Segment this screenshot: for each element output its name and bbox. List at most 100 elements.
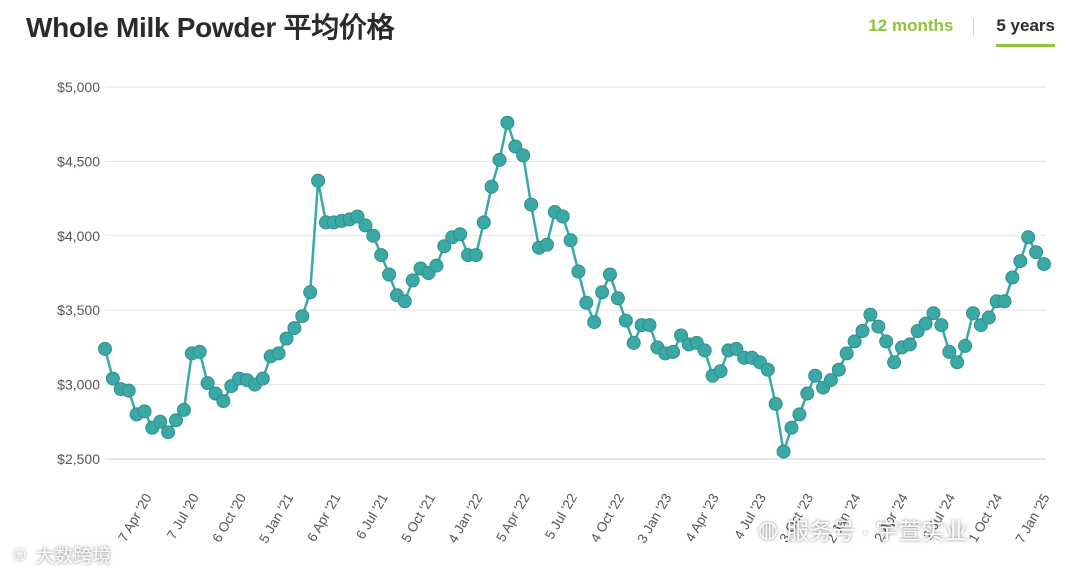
data-point[interactable] [626,335,641,350]
data-point[interactable] [311,173,326,188]
tab-12-months[interactable]: 12 months [868,16,954,35]
series-points [98,115,1051,459]
page-title: Whole Milk Powder 平均价格 [26,12,395,43]
data-point[interactable] [437,239,452,254]
data-point[interactable] [287,321,302,336]
data-point[interactable] [1013,254,1028,269]
data-point[interactable] [595,285,610,300]
wechat-icon: ◍ [758,515,779,542]
data-point[interactable] [121,383,136,398]
data-point[interactable] [839,346,854,361]
data-point[interactable] [453,227,468,242]
data-point[interactable] [674,328,688,343]
data-point[interactable] [871,319,886,334]
data-point[interactable] [295,309,310,324]
data-point[interactable] [98,341,112,356]
data-point[interactable] [303,285,318,300]
data-point[interactable] [492,152,507,167]
data-point[interactable] [358,218,373,233]
data-point[interactable] [366,228,381,243]
data-point[interactable] [571,264,586,279]
data-point[interactable] [405,273,420,288]
data-point[interactable] [950,355,965,370]
tab-5-years[interactable]: 5 years [996,16,1055,47]
data-point[interactable] [666,344,681,359]
data-point[interactable] [516,148,531,163]
data-point[interactable] [863,307,878,322]
data-point[interactable] [855,324,870,338]
data-point[interactable] [382,267,397,282]
data-point[interactable] [713,364,728,379]
data-point[interactable] [784,420,799,435]
watermark-logo-icon: ☺ [10,543,30,565]
data-point[interactable] [137,404,152,419]
data-point[interactable] [847,334,862,349]
data-point[interactable] [618,313,633,328]
data-point[interactable] [563,233,578,248]
data-point[interactable] [476,215,491,230]
data-point[interactable] [934,318,949,333]
data-point[interactable] [1021,230,1036,245]
x-tick-label: 4 Jan '22 [445,491,485,546]
y-axis-ticks: $2,500 $3,000 $3,500 $4,000 $4,500 $5,000 [57,79,100,467]
data-point[interactable] [958,338,973,353]
data-point[interactable] [792,407,807,422]
data-point[interactable] [1005,270,1020,285]
data-point[interactable] [587,315,602,330]
tab-divider [973,18,975,36]
data-point[interactable] [200,376,215,391]
data-point[interactable] [555,209,570,224]
data-point[interactable] [279,331,294,346]
x-tick-label: 7 Apr '20 [115,491,154,544]
x-tick-label: 4 Oct '22 [587,491,627,545]
data-point[interactable] [216,394,231,408]
data-point[interactable] [271,346,286,361]
data-point[interactable] [800,386,815,401]
data-point[interactable] [887,355,902,370]
data-point[interactable] [484,179,499,194]
data-point[interactable] [997,294,1012,309]
data-point[interactable] [255,371,270,386]
data-point[interactable] [760,362,775,377]
data-point[interactable] [823,373,838,388]
data-point[interactable] [161,425,176,440]
data-point[interactable] [918,316,933,331]
data-point[interactable] [831,362,846,377]
data-point[interactable] [397,294,412,309]
data-point[interactable] [508,139,523,154]
data-point[interactable] [1029,245,1044,260]
x-tick-label: 6 Apr '21 [304,491,343,544]
data-point[interactable] [176,402,191,417]
data-point[interactable] [808,368,823,383]
data-point[interactable] [192,344,207,359]
data-point[interactable] [1037,257,1051,272]
data-point[interactable] [966,306,980,321]
data-point[interactable] [500,115,515,130]
data-point[interactable] [539,237,554,252]
data-point[interactable] [603,267,617,282]
data-point[interactable] [776,444,791,459]
x-tick-label: 4 Apr '23 [682,491,721,544]
data-point[interactable] [926,306,941,321]
data-point[interactable] [902,337,917,352]
data-point[interactable] [105,371,120,386]
data-point[interactable] [879,334,894,349]
data-point[interactable] [981,310,996,325]
data-point[interactable] [524,197,539,212]
data-point[interactable] [697,343,712,358]
data-point[interactable] [768,396,783,411]
watermark-right: ◍ 服务号 · 宇萱实业 [758,512,968,546]
data-point[interactable] [350,209,365,224]
data-point[interactable] [579,295,594,310]
data-point[interactable] [429,258,444,273]
data-point[interactable] [942,344,957,359]
data-point[interactable] [642,318,657,333]
data-point[interactable] [169,413,183,428]
x-tick-label: 5 Oct '21 [398,491,438,545]
data-point[interactable] [468,248,483,263]
x-tick-label: 6 Oct '20 [209,491,249,545]
data-point[interactable] [729,341,744,356]
data-point[interactable] [374,248,389,263]
data-point[interactable] [153,414,168,429]
data-point[interactable] [610,291,625,306]
